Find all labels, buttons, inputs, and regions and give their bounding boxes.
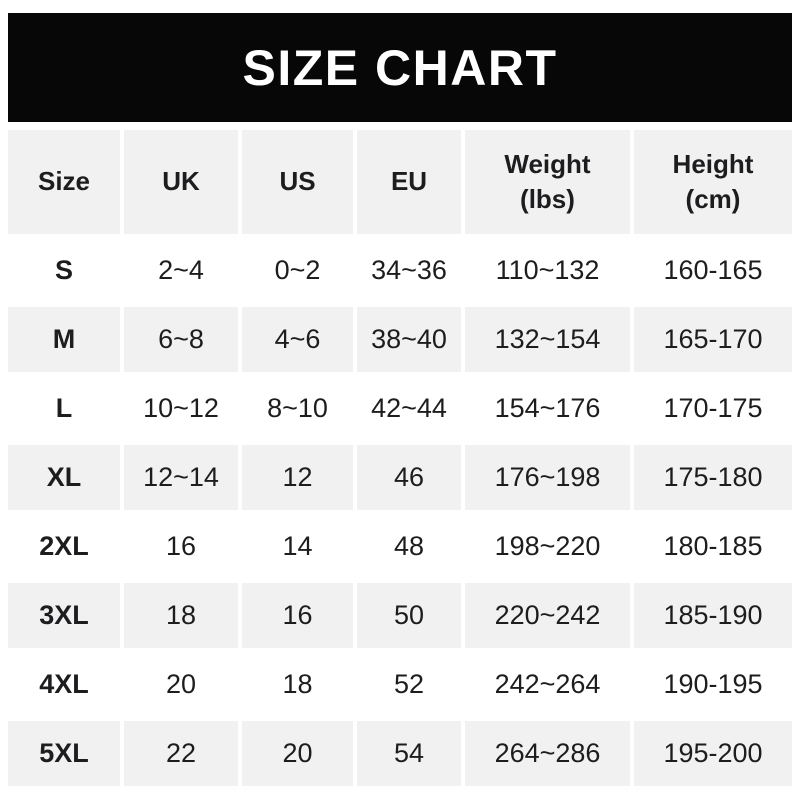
cell-us-m: 4~6	[242, 307, 353, 372]
cell-height-4xl: 190-195	[634, 652, 792, 717]
cell-eu-4xl: 52	[357, 652, 461, 717]
cell-size-s: S	[8, 238, 120, 303]
cell-weight-l: 154~176	[465, 376, 630, 441]
cell-weight-m: 132~154	[465, 307, 630, 372]
header-cell-size: Size	[8, 130, 120, 234]
cell-size-5xl: 5XL	[8, 721, 120, 786]
cell-uk-s: 2~4	[124, 238, 238, 303]
cell-us-3xl: 16	[242, 583, 353, 648]
cell-size-4xl: 4XL	[8, 652, 120, 717]
cell-eu-xl: 46	[357, 445, 461, 510]
header-cell-height: Height (cm)	[634, 130, 792, 234]
cell-eu-3xl: 50	[357, 583, 461, 648]
cell-height-2xl: 180-185	[634, 514, 792, 579]
cell-height-5xl: 195-200	[634, 721, 792, 786]
header-label-us: US	[279, 166, 316, 197]
cell-weight-3xl: 220~242	[465, 583, 630, 648]
cell-us-s: 0~2	[242, 238, 353, 303]
header-label-uk: UK	[162, 166, 200, 197]
header-cell-eu: EU	[357, 130, 461, 234]
header-label-height-unit: (cm)	[685, 184, 741, 214]
cell-weight-5xl: 264~286	[465, 721, 630, 786]
header-label-height: Height	[672, 148, 754, 179]
cell-uk-4xl: 20	[124, 652, 238, 717]
cell-weight-xl: 176~198	[465, 445, 630, 510]
header-label-eu: EU	[390, 166, 428, 197]
cell-uk-2xl: 16	[124, 514, 238, 579]
cell-us-2xl: 14	[242, 514, 353, 579]
cell-us-4xl: 18	[242, 652, 353, 717]
cell-weight-s: 110~132	[465, 238, 630, 303]
cell-height-3xl: 185-190	[634, 583, 792, 648]
header-cell-weight: Weight (lbs)	[465, 130, 630, 234]
cell-weight-4xl: 242~264	[465, 652, 630, 717]
cell-uk-5xl: 22	[124, 721, 238, 786]
cell-height-xl: 175-180	[634, 445, 792, 510]
cell-weight-2xl: 198~220	[465, 514, 630, 579]
cell-uk-xl: 12~14	[124, 445, 238, 510]
cell-uk-3xl: 18	[124, 583, 238, 648]
cell-height-l: 170-175	[634, 376, 792, 441]
cell-us-xl: 12	[242, 445, 353, 510]
cell-height-m: 165-170	[634, 307, 792, 372]
header-label-weight-unit: (lbs)	[520, 184, 575, 214]
banner: SIZE CHART	[8, 13, 792, 122]
cell-eu-s: 34~36	[357, 238, 461, 303]
header-cell-uk: UK	[124, 130, 238, 234]
cell-height-s: 160-165	[634, 238, 792, 303]
cell-eu-m: 38~40	[357, 307, 461, 372]
header-cell-us: US	[242, 130, 353, 234]
cell-eu-2xl: 48	[357, 514, 461, 579]
cell-us-l: 8~10	[242, 376, 353, 441]
header-label-weight: Weight	[504, 148, 591, 179]
cell-size-3xl: 3XL	[8, 583, 120, 648]
cell-eu-l: 42~44	[357, 376, 461, 441]
cell-eu-5xl: 54	[357, 721, 461, 786]
page-title: SIZE CHART	[242, 39, 558, 96]
cell-size-xl: XL	[8, 445, 120, 510]
cell-us-5xl: 20	[242, 721, 353, 786]
size-table: Size UK US EU Weight (lbs) Height (cm) S…	[8, 130, 792, 786]
header-label-size: Size	[37, 166, 91, 197]
cell-uk-l: 10~12	[124, 376, 238, 441]
cell-size-l: L	[8, 376, 120, 441]
cell-size-2xl: 2XL	[8, 514, 120, 579]
cell-uk-m: 6~8	[124, 307, 238, 372]
cell-size-m: M	[8, 307, 120, 372]
